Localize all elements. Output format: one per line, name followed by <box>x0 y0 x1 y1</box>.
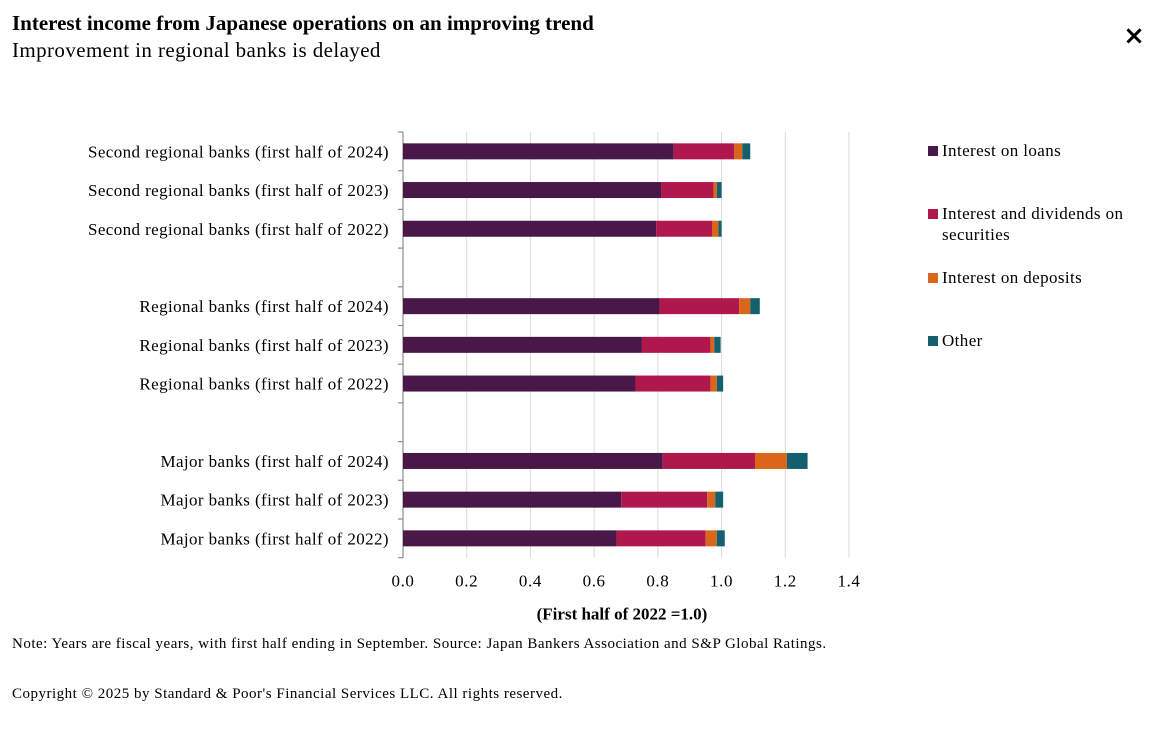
bar-segment <box>673 143 735 160</box>
legend-item-interest-and-dividends: Interest and dividends on securities <box>928 203 1163 245</box>
bar-segment <box>755 452 787 469</box>
legend-swatch <box>928 273 938 283</box>
x-axis-title: (First half of 2022 =1.0) <box>537 605 708 624</box>
legend-swatch <box>928 146 938 156</box>
bar-segment <box>710 336 715 353</box>
bar-segment <box>403 375 636 392</box>
bar-segment <box>713 182 717 199</box>
bar-segment <box>659 298 740 315</box>
bar-chart: Second regional banks (first half of 202… <box>88 131 860 624</box>
legend-swatch <box>928 209 938 219</box>
x-tick-label: 0.8 <box>646 572 669 591</box>
legend-label: Other <box>942 331 983 350</box>
legend-label: Interest on deposits <box>942 268 1083 287</box>
bar-segment <box>403 491 622 508</box>
x-tick-label: 0.2 <box>455 572 478 591</box>
bar-segment <box>403 336 642 353</box>
legend-item-other: Other <box>928 330 983 351</box>
bar-segment <box>710 375 717 392</box>
bar-segment <box>641 336 711 353</box>
chart-subtitle: Improvement in regional banks is delayed <box>12 38 381 62</box>
category-label: Major banks (first half of 2022) <box>160 529 389 548</box>
bar-segment <box>716 182 722 199</box>
bar-segment <box>616 530 706 547</box>
bar-segment <box>661 182 714 199</box>
bar-segment <box>705 530 717 547</box>
bar-segment <box>715 491 724 508</box>
bar-segment <box>621 491 708 508</box>
bar-segment <box>712 220 719 237</box>
bar-segment <box>718 220 722 237</box>
chart-title: Interest income from Japanese operations… <box>12 11 594 35</box>
bar-segment <box>403 143 674 160</box>
bar-segment <box>714 336 721 353</box>
category-label: Second regional banks (first half of 202… <box>88 220 389 239</box>
category-label: Major banks (first half of 2024) <box>160 452 389 471</box>
x-tick-label: 0.0 <box>391 572 414 591</box>
bar-segment <box>656 220 713 237</box>
bar-segment <box>742 143 751 160</box>
bar-segment <box>739 298 751 315</box>
legend-label: Interest on loans <box>942 141 1062 160</box>
x-tick-label: 1.0 <box>710 572 733 591</box>
copyright-notice: Copyright © 2025 by Standard & Poor's Fi… <box>12 686 563 702</box>
legend-item-interest-on-loans: Interest on loans <box>928 140 1061 161</box>
legend-swatch <box>928 336 938 346</box>
x-tick-label: 0.6 <box>583 572 606 591</box>
bar-segment <box>403 182 662 199</box>
legend-item-interest-on-deposits: Interest on deposits <box>928 267 1082 288</box>
bar-segment <box>403 220 657 237</box>
category-label: Major banks (first half of 2023) <box>160 491 389 510</box>
bar-segment <box>403 452 663 469</box>
footnote: Note: Years are fiscal years, with first… <box>12 636 827 652</box>
category-label: Regional banks (first half of 2024) <box>139 297 389 316</box>
bar-segment <box>403 530 617 547</box>
bar-segment <box>403 298 660 315</box>
bar-segment <box>716 375 724 392</box>
x-tick-label: 1.4 <box>837 572 860 591</box>
bar-segment <box>662 452 756 469</box>
x-tick-label: 1.2 <box>774 572 797 591</box>
category-label: Regional banks (first half of 2023) <box>139 336 389 355</box>
bar-segment <box>750 298 760 315</box>
category-label: Second regional banks (first half of 202… <box>88 181 389 200</box>
bar-segment <box>734 143 743 160</box>
bar-segment <box>786 452 808 469</box>
close-icon[interactable]: × <box>1123 21 1145 51</box>
bar-segment <box>716 530 725 547</box>
legend-label: Interest and dividends on securities <box>942 204 1124 244</box>
x-tick-label: 0.4 <box>519 572 542 591</box>
bar-segment <box>707 491 716 508</box>
category-label: Regional banks (first half of 2022) <box>139 375 389 394</box>
category-label: Second regional banks (first half of 202… <box>88 142 389 161</box>
bar-segment <box>635 375 711 392</box>
